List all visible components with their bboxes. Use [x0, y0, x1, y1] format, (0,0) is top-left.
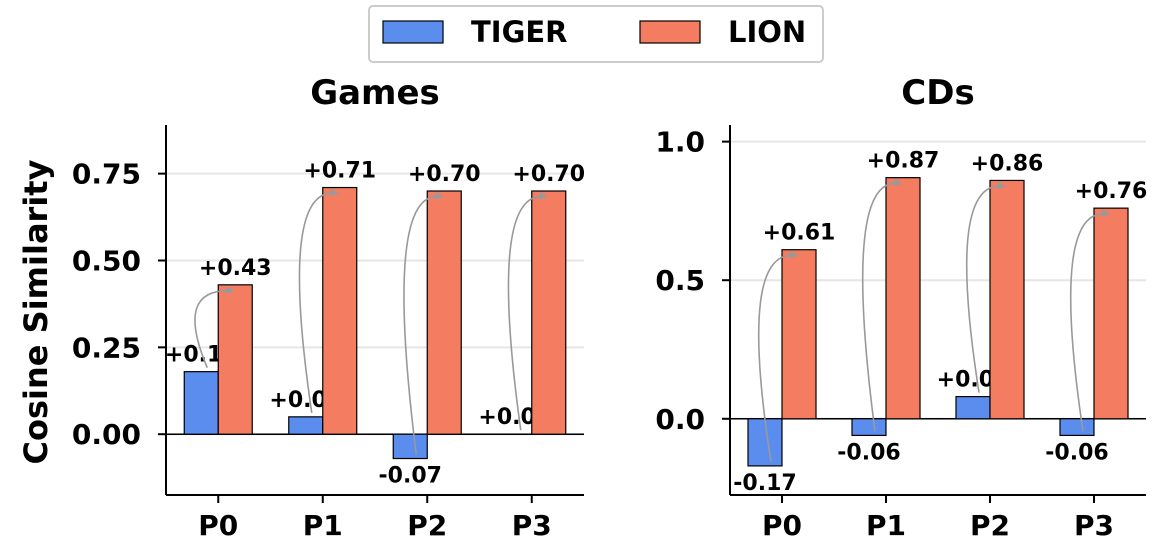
- x-tick-label: P0: [198, 509, 238, 542]
- data-label: +0.76: [1075, 179, 1148, 204]
- legend-frame: [368, 5, 824, 63]
- y-tick-label: 0.25: [72, 331, 141, 364]
- chart-title: CDs: [901, 73, 974, 113]
- bar-tiger-p0: [183, 371, 219, 435]
- bar-lion-p2: [989, 179, 1025, 420]
- y-tick-label: 0.5: [655, 264, 705, 297]
- y-tick-label: 0.50: [72, 244, 141, 277]
- x-tick-label: P3: [1074, 509, 1114, 542]
- legend-label-tiger: TIGER: [471, 15, 568, 49]
- bar-tiger-p2: [392, 433, 428, 460]
- change-arrow: [757, 250, 798, 463]
- data-label: +0.87: [867, 149, 940, 174]
- legend-swatch-tiger: [382, 20, 444, 44]
- data-label: -0.17: [733, 471, 796, 496]
- legend-swatch-lion: [639, 20, 701, 44]
- bar-lion-p3: [1093, 207, 1129, 420]
- x-tick-label: P1: [303, 509, 343, 542]
- change-arrow: [1069, 208, 1110, 432]
- data-label: +0.70: [408, 162, 481, 187]
- y-tick-label: 0.75: [72, 158, 141, 191]
- bar-lion-p0: [217, 284, 253, 435]
- bar-lion-p1: [885, 177, 921, 420]
- panel-games: Games0.000.250.500.75P0+0.18+0.43P1+0.05…: [72, 73, 585, 542]
- x-tick-label: P0: [762, 509, 802, 542]
- bar-lion-p3: [531, 190, 567, 435]
- data-label: +0.43: [199, 256, 272, 281]
- legend-label-lion: LION: [728, 15, 806, 49]
- change-arrow: [298, 188, 339, 413]
- bar-lion-p0: [781, 249, 817, 420]
- data-label: +0.71: [303, 159, 376, 184]
- change-arrow: [965, 181, 1006, 393]
- change-arrow: [194, 286, 235, 368]
- y-tick-label: 1.0: [655, 126, 705, 159]
- x-tick-label: P2: [407, 509, 447, 542]
- x-tick-label: P1: [866, 509, 906, 542]
- bar-tiger-p3: [1059, 418, 1095, 437]
- data-label: +0.70: [512, 162, 585, 187]
- y-axis-label: Cosine Similarity: [17, 159, 55, 464]
- bar-lion-p2: [426, 190, 462, 435]
- data-label: -0.06: [1045, 440, 1108, 465]
- bar-lion-p1: [322, 186, 358, 435]
- x-tick-label: P3: [512, 509, 552, 542]
- chart-title: Games: [310, 73, 440, 113]
- legend: TIGER LION: [368, 5, 824, 63]
- data-label: -0.07: [379, 464, 442, 489]
- data-label: +0.86: [971, 151, 1044, 176]
- bar-tiger-p2: [955, 396, 991, 420]
- panel-cds: CDs 0.0 0.5 1.0 P0 -0.17 +0.61 P1 -0.06 +0.87 P2 +0…: [655, 73, 1147, 542]
- bar-tiger-p1: [851, 418, 887, 437]
- x-tick-label: P2: [970, 509, 1010, 542]
- data-label: +0.61: [763, 221, 836, 246]
- change-arrow: [507, 191, 548, 431]
- data-label: -0.06: [837, 440, 900, 465]
- y-tick-label: 0.0: [655, 403, 705, 436]
- change-arrow: [403, 191, 444, 455]
- change-arrow: [861, 178, 902, 432]
- bar-tiger-p1: [288, 416, 324, 435]
- y-tick-label: 0.00: [72, 418, 141, 451]
